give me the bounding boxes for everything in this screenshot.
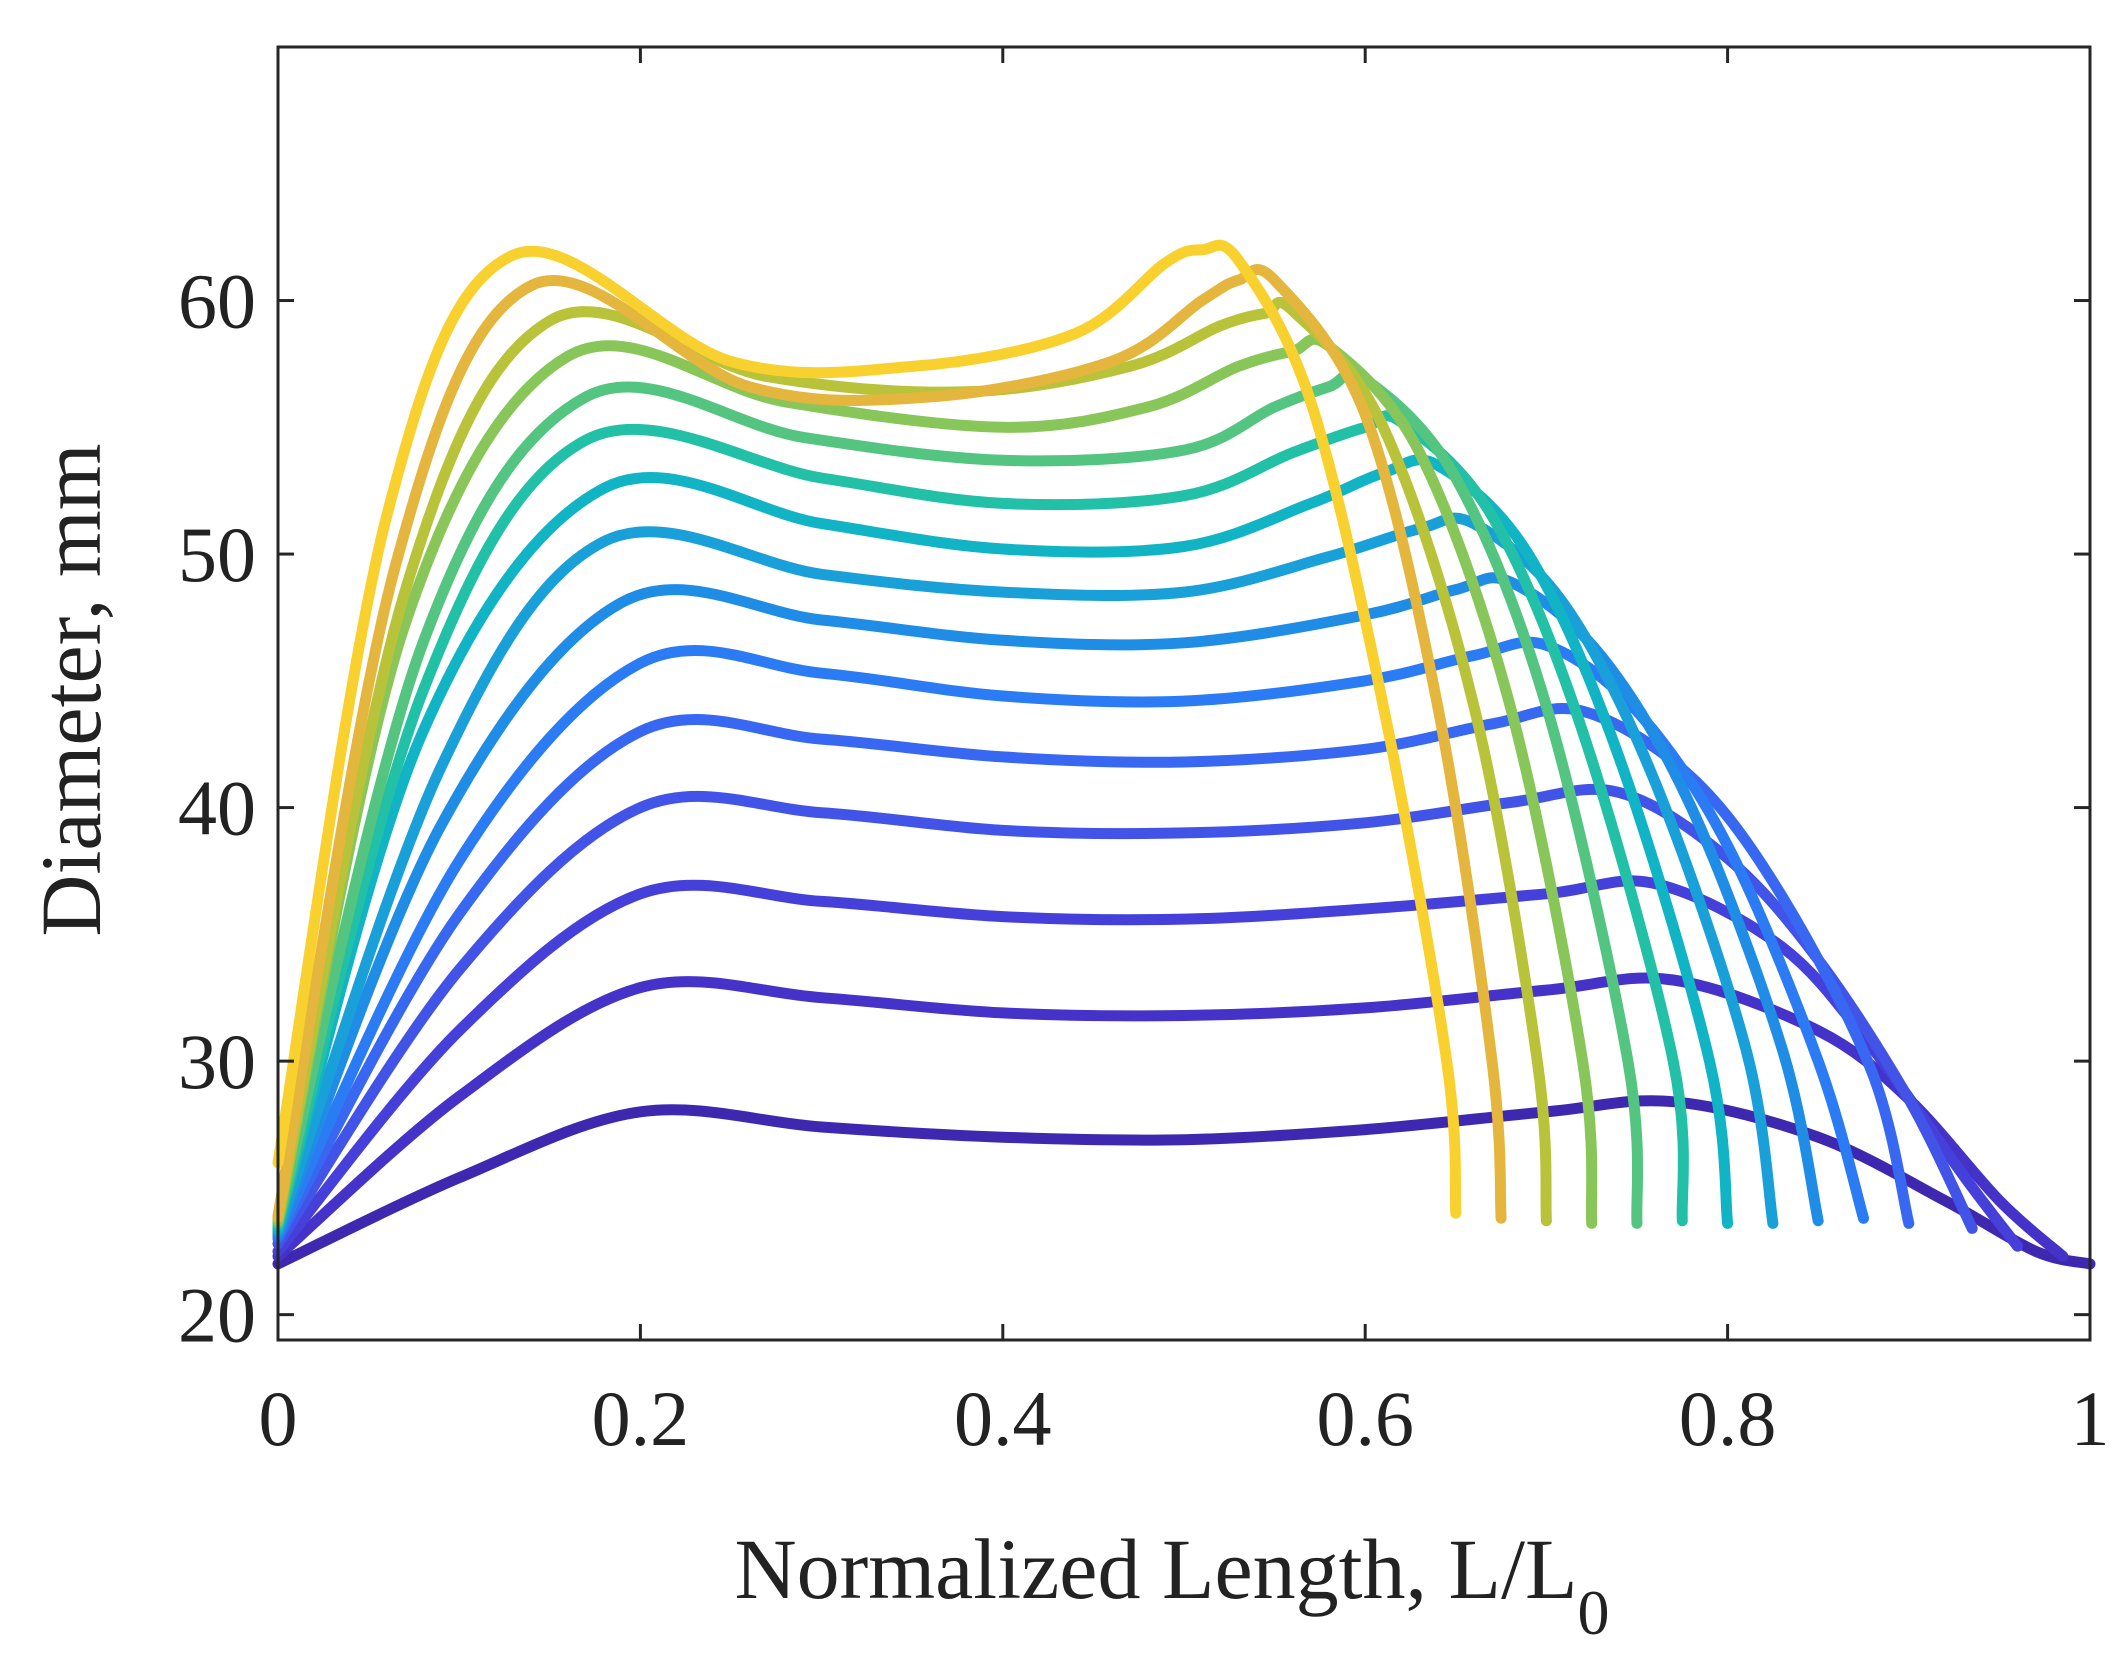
series-line-1 xyxy=(272,1095,2096,1270)
series-group xyxy=(272,239,2096,1270)
series-line-13 xyxy=(272,296,1552,1227)
series-line-2 xyxy=(272,972,2069,1262)
x-axis-label-subscript: 0 xyxy=(1578,1577,1610,1648)
x-tick-label-1: 0.2 xyxy=(592,1375,690,1462)
tick-labels: 0 0.2 0.4 0.6 0.8 1 20 30 40 50 60 xyxy=(178,258,2110,1462)
y-tick-label-1: 30 xyxy=(178,1018,256,1105)
series-line-6 xyxy=(272,636,1869,1242)
x-tick-label-5: 1 xyxy=(2071,1375,2110,1462)
y-tick-label-4: 60 xyxy=(178,258,256,345)
series-line-15 xyxy=(272,239,1462,1219)
series-line-14 xyxy=(272,264,1507,1224)
x-tick-label-0: 0 xyxy=(259,1375,298,1462)
y-tick-label-0: 20 xyxy=(178,1272,256,1359)
series-line-9 xyxy=(272,454,1734,1234)
y-tick-label-3: 50 xyxy=(178,511,256,598)
x-axis-label-text: Normalized Length, L/L xyxy=(735,1521,1578,1617)
y-tick-label-2: 40 xyxy=(178,765,256,852)
series-line-7 xyxy=(272,572,1824,1239)
series-line-11 xyxy=(272,367,1644,1229)
series-line-8 xyxy=(272,512,1779,1237)
x-tick-label-3: 0.6 xyxy=(1316,1375,1414,1462)
series-line-10 xyxy=(272,410,1689,1232)
x-axis-label: Normalized Length, L/L0 xyxy=(735,1521,1610,1648)
y-axis-label: Diameter, mm xyxy=(23,443,119,936)
x-tick-label-2: 0.4 xyxy=(954,1375,1052,1462)
x-tick-label-4: 0.8 xyxy=(1679,1375,1777,1462)
plot-frame xyxy=(276,45,2092,1342)
series-line-12 xyxy=(272,333,1598,1229)
series-line-5 xyxy=(272,703,1915,1245)
